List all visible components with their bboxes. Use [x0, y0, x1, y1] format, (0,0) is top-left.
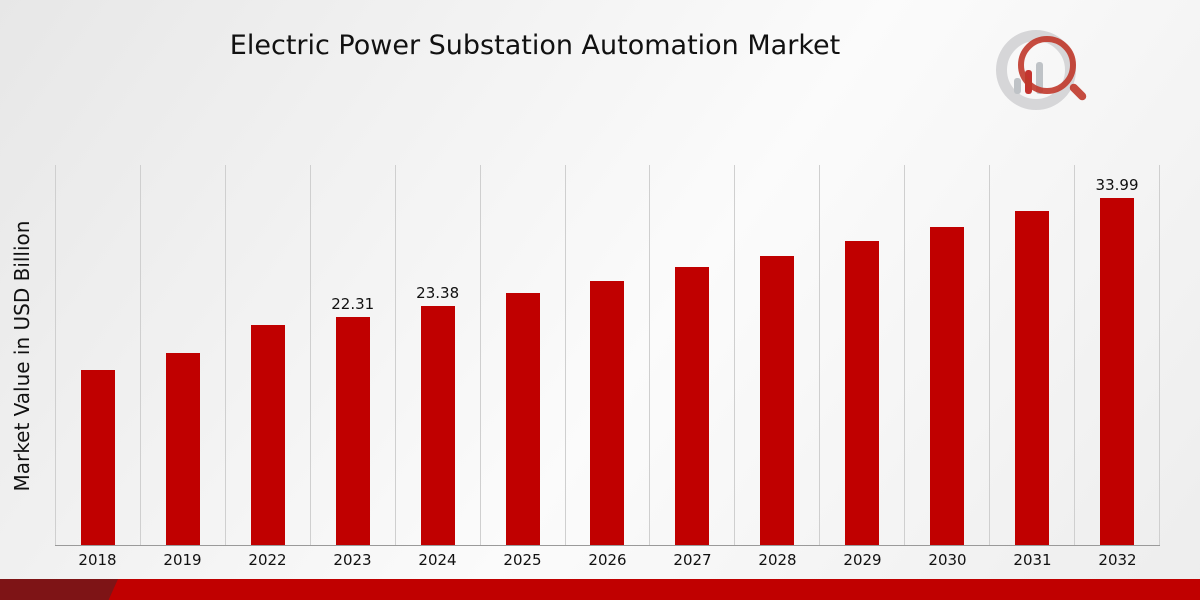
bar-cell — [226, 165, 311, 545]
bar-2029 — [845, 240, 880, 545]
logo-magnifier-icon — [1018, 36, 1076, 94]
bar-cell — [566, 165, 651, 545]
chart-title: Electric Power Substation Automation Mar… — [229, 30, 841, 61]
bar-2032 — [1100, 197, 1135, 545]
bar-2027 — [675, 267, 710, 545]
bar-value-label: 22.31 — [331, 295, 375, 314]
bar-2025 — [505, 292, 540, 545]
x-tick-label: 2030 — [928, 551, 967, 569]
bar-2031 — [1015, 210, 1050, 545]
bar-2028 — [760, 255, 795, 545]
footer-ribbon — [0, 579, 1200, 600]
logo-bar-icon — [1014, 78, 1021, 94]
plot-area: 22.31 23.38 33.99 — [55, 165, 1160, 546]
x-tick-label: 2018 — [78, 551, 117, 569]
bar-cell — [481, 165, 566, 545]
x-tick-label: 2028 — [758, 551, 797, 569]
bar-value-label: 33.99 — [1095, 175, 1139, 194]
bar-cell — [141, 165, 226, 545]
x-tick-label: 2022 — [248, 551, 287, 569]
bar-cell — [990, 165, 1076, 545]
x-tick-label: 2026 — [588, 551, 627, 569]
bar-2030 — [930, 227, 965, 545]
x-tick-label: 2031 — [1013, 551, 1052, 569]
bar-2022 — [250, 325, 285, 545]
bar-cell — [55, 165, 141, 545]
bar-cell — [735, 165, 821, 545]
x-tick-label: 2032 — [1098, 551, 1137, 569]
bars-container: 22.31 23.38 33.99 — [55, 165, 1160, 545]
x-tick-label: 2024 — [418, 551, 457, 569]
x-tick-label: 2025 — [503, 551, 542, 569]
bar-cell — [820, 165, 906, 545]
x-axis-ticks: 2018 2019 2022 2023 2024 2025 2026 2027 2028 2029… — [55, 551, 1160, 569]
bar-cell — [905, 165, 991, 545]
bar-cell: 23.38 — [396, 165, 481, 545]
bar-2026 — [590, 281, 625, 545]
bar-cell: 33.99 — [1075, 165, 1160, 545]
x-tick-label: 2023 — [333, 551, 372, 569]
x-tick-label: 2019 — [163, 551, 202, 569]
bar-2018 — [80, 370, 115, 545]
bar-2019 — [165, 352, 200, 545]
x-tick-label: 2027 — [673, 551, 712, 569]
x-tick-label: 2029 — [843, 551, 882, 569]
bar-2023 — [335, 317, 370, 545]
y-axis-label: Market Value in USD Billion — [10, 220, 34, 492]
bar-value-label: 23.38 — [416, 284, 460, 303]
bar-cell: 22.31 — [311, 165, 396, 545]
brand-logo — [996, 28, 1088, 116]
footer-ribbon-dark-segment — [0, 579, 118, 600]
bar-cell — [650, 165, 736, 545]
logo-magnifier-handle-icon — [1068, 82, 1088, 102]
bar-2024 — [420, 306, 455, 545]
